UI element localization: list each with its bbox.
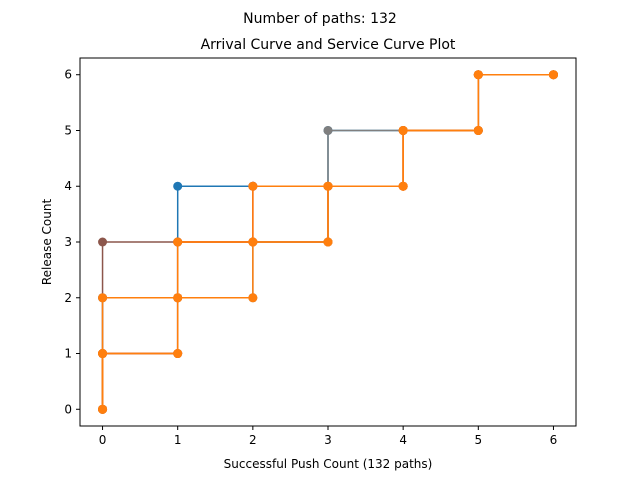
series-point — [398, 125, 408, 135]
series-point — [98, 404, 108, 414]
x-tick-label: 2 — [249, 433, 257, 447]
series-point — [173, 293, 183, 303]
series-point — [98, 293, 108, 303]
series-point — [173, 349, 183, 359]
series-6 — [98, 70, 558, 414]
series-point — [473, 125, 483, 135]
series-point — [398, 181, 408, 191]
series-point — [323, 181, 333, 191]
y-tick-label: 1 — [64, 347, 72, 361]
x-axis-ticks: 0 1 2 3 4 5 6 — [99, 426, 558, 447]
x-axis-label: Successful Push Count (132 paths) — [224, 457, 433, 471]
series-point — [98, 349, 108, 359]
series-point — [248, 181, 258, 191]
x-tick-label: 3 — [324, 433, 332, 447]
series-point — [548, 70, 558, 80]
figure-suptitle: Number of paths: 132 — [243, 11, 397, 27]
x-tick-label: 0 — [99, 433, 107, 447]
series-point — [323, 125, 333, 135]
x-tick-label: 5 — [474, 433, 482, 447]
x-tick-label: 6 — [550, 433, 558, 447]
y-tick-label: 0 — [64, 402, 72, 416]
y-axis-ticks: 0 1 2 3 4 5 6 — [64, 68, 80, 416]
series-layer — [98, 70, 558, 414]
series-point — [323, 237, 333, 247]
series-point — [248, 237, 258, 247]
chart-title: Arrival Curve and Service Curve Plot — [201, 37, 456, 53]
series-point — [248, 293, 258, 303]
series-point — [473, 70, 483, 80]
y-tick-label: 3 — [64, 235, 72, 249]
y-tick-label: 2 — [64, 291, 72, 305]
y-tick-label: 5 — [64, 123, 72, 137]
y-axis-label: Release Count — [40, 199, 54, 286]
series-point — [98, 237, 108, 247]
x-tick-label: 1 — [174, 433, 182, 447]
y-tick-label: 4 — [64, 179, 72, 193]
series-point — [173, 181, 183, 191]
series-point — [173, 237, 183, 247]
y-tick-label: 6 — [64, 68, 72, 82]
x-tick-label: 4 — [399, 433, 407, 447]
